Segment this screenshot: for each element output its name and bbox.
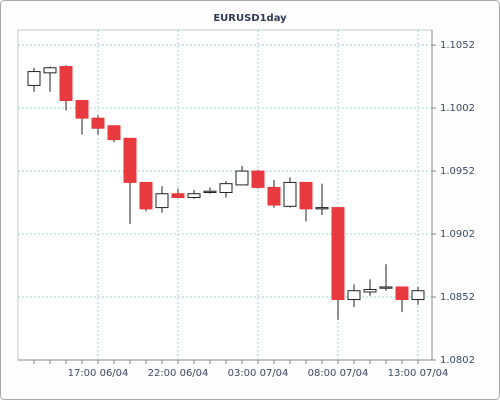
candle-body (235, 170, 249, 186)
candle-body (331, 207, 345, 301)
candle-body (203, 190, 217, 193)
candle-body (43, 67, 57, 74)
candle-body (155, 193, 169, 209)
candle-body (395, 286, 409, 301)
candle-body (59, 66, 73, 102)
x-tick-label: 08:00 07/04 (308, 368, 369, 379)
candle-body (379, 286, 393, 289)
candle-body (267, 186, 281, 206)
y-tick-label: 1.0902 (440, 229, 475, 240)
candle-body (411, 290, 425, 301)
candle-body (363, 288, 377, 293)
y-tick-label: 1.0852 (440, 292, 475, 303)
candle-body (283, 181, 297, 207)
candle-body (187, 193, 201, 199)
candle-body (139, 181, 153, 210)
x-tick-label: 03:00 07/04 (228, 368, 289, 379)
plot-area (17, 29, 433, 361)
y-tick-label: 1.0802 (440, 355, 475, 366)
candle-body (75, 100, 89, 119)
candle-body (299, 181, 313, 210)
candle-body (107, 125, 121, 141)
candle-body (171, 193, 185, 199)
chart-title: EURUSD1day (213, 13, 287, 24)
candle-body (219, 183, 233, 193)
y-tick-label: 1.1052 (440, 40, 475, 51)
y-tick-label: 1.0952 (440, 166, 475, 177)
candle-body (27, 71, 41, 86)
x-tick-label: 17:00 06/04 (68, 368, 129, 379)
candle-body (315, 207, 329, 210)
candle-body (91, 117, 105, 129)
candle-body (347, 290, 361, 301)
candle-body (251, 170, 265, 188)
y-tick-label: 1.1002 (440, 103, 475, 114)
x-tick-label: 22:00 06/04 (148, 368, 209, 379)
candle-body (123, 137, 137, 183)
x-tick-label: 13:00 07/04 (388, 368, 449, 379)
